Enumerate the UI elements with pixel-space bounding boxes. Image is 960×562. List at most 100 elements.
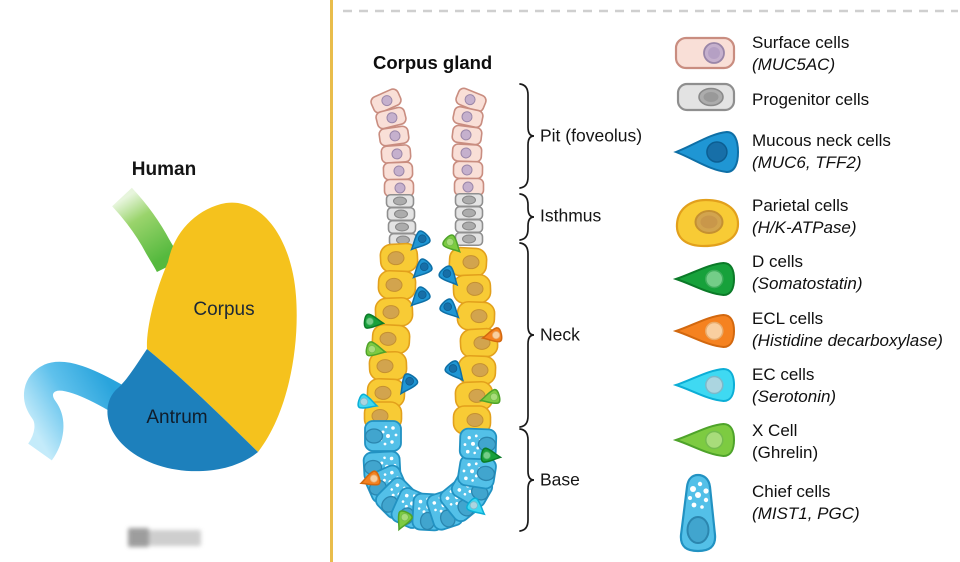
mucous-cell (444, 360, 464, 382)
legend-item-ec: EC cells (Serotonin) (670, 364, 836, 408)
legend-cell-name: EC cells (752, 365, 815, 384)
parietal-cell (448, 246, 488, 278)
chief-cell (457, 454, 497, 490)
progenitor-cell (386, 206, 416, 222)
d-cell-icon (672, 261, 736, 297)
legend-cell-gene: (Serotonin) (752, 387, 837, 406)
panel-divider (330, 0, 333, 562)
region-label-pit: Pit (foveolus) (540, 125, 643, 146)
legend-cell-name: Surface cells (752, 33, 850, 52)
parietal-cell (379, 242, 419, 274)
surface-cell (451, 143, 483, 163)
d-cell (480, 447, 503, 463)
legend-cell-gene: (Somatostatin) (752, 274, 863, 293)
region-label-isthmus: Isthmus (540, 205, 602, 226)
progenitor-cell (454, 218, 484, 234)
stomach-antrum-region (107, 349, 258, 472)
progenitor-cell (385, 193, 415, 209)
legend: Surface cells (MUC5AC) Progenitor cells Muc… (670, 0, 960, 562)
ec-cell-icon (672, 367, 736, 403)
esophagus-shape (112, 187, 182, 273)
region-label-base: Base (540, 469, 580, 490)
legend-cell-name: D cells (752, 252, 804, 271)
corpus-gland-illustration (357, 87, 503, 532)
ecl-cell-icon (672, 313, 736, 349)
legend-item-mucous: Mucous neck cells (MUC6, TFF2) (670, 130, 891, 179)
brace-pit (519, 83, 535, 189)
mucous-cell (410, 230, 431, 251)
mucous-cell (410, 286, 431, 307)
surface-cell (452, 160, 484, 180)
legend-cell-name: Chief cells (752, 482, 831, 501)
mucous-cell (412, 258, 433, 279)
x-cell (479, 388, 501, 405)
legend-cell-gene: (MUC5AC) (752, 55, 836, 74)
legend-cell-name: ECL cells (752, 309, 824, 328)
ec-cell (466, 497, 486, 516)
legend-cell-name: Parietal cells (752, 196, 849, 215)
mucous-cell (438, 265, 459, 287)
duodenum-shape (24, 361, 124, 461)
legend-cell-name: Progenitor cells (752, 90, 870, 109)
progenitor-cell (387, 219, 417, 235)
brace-base (519, 428, 535, 532)
mucous-cell (439, 298, 460, 319)
parietal-cell (452, 273, 492, 305)
parietal-cell-icon (675, 198, 740, 248)
gland-panel-title: Corpus gland (373, 52, 493, 73)
progenitor-cell-icon (676, 82, 736, 112)
surface-cell (380, 144, 412, 164)
surface-cell (382, 161, 414, 181)
progenitor-cell (454, 205, 484, 221)
legend-cell-gene: (MIST1, PGC) (752, 504, 860, 523)
x-cell (365, 341, 388, 357)
x-cell-icon (672, 422, 736, 458)
legend-item-chief: Chief cells (MIST1, PGC) (670, 473, 860, 559)
legend-item-ecl: ECL cells (Histidine decarboxylase) (670, 308, 943, 354)
parietal-cell (457, 354, 497, 386)
progenitor-cell (454, 192, 484, 208)
legend-cell-gene: (MUC6, TFF2) (752, 153, 862, 172)
ecl-cell (480, 327, 503, 343)
chief-cell (364, 420, 402, 452)
legend-cell-name: Mucous neck cells (752, 131, 891, 150)
parietal-cell (377, 269, 417, 301)
surface-cell (453, 177, 485, 197)
human-panel-title: Human (131, 159, 197, 180)
brace-neck (519, 242, 535, 428)
parietal-cell (368, 350, 408, 382)
legend-item-parietal: Parietal cells (H/K-ATPase) (670, 195, 857, 254)
parietal-cell (454, 380, 494, 412)
surface-cell (383, 178, 415, 198)
legend-item-surface: Surface cells (MUC5AC) (670, 32, 849, 76)
parietal-cell (371, 323, 411, 355)
legend-item-d: D cells (Somatostatin) (670, 251, 863, 302)
chief-cell-icon (679, 473, 717, 553)
surface-cell (370, 88, 402, 114)
blurred-watermark (126, 526, 208, 550)
mucous-cell-icon (673, 130, 740, 174)
d-cell (363, 313, 386, 329)
ecl-cell (359, 470, 381, 486)
stomach-antrum-label: Antrum (146, 407, 208, 428)
legend-item-x: X Cell (Ghrelin) (670, 420, 818, 464)
stomach-corpus-label: Corpus (193, 299, 255, 320)
surface-cell (452, 105, 484, 129)
progenitor-cell (454, 231, 484, 247)
legend-cell-gene: (Ghrelin) (752, 443, 819, 462)
surface-cell (451, 124, 483, 146)
surface-cell (375, 106, 407, 130)
x-cell (442, 234, 462, 254)
stomach-corpus-region (146, 202, 297, 452)
legend-item-progenitor: Progenitor cells (670, 82, 870, 117)
brace-isthmus (519, 193, 535, 241)
mucous-cell (399, 373, 419, 396)
surface-cell (378, 125, 410, 147)
parietal-cell (456, 300, 496, 332)
legend-cell-gene: (H/K-ATPase) (752, 218, 857, 237)
surface-cell-icon (674, 36, 736, 70)
x-cell (397, 510, 413, 532)
legend-cell-gene: (Histidine decarboxylase) (752, 331, 943, 350)
